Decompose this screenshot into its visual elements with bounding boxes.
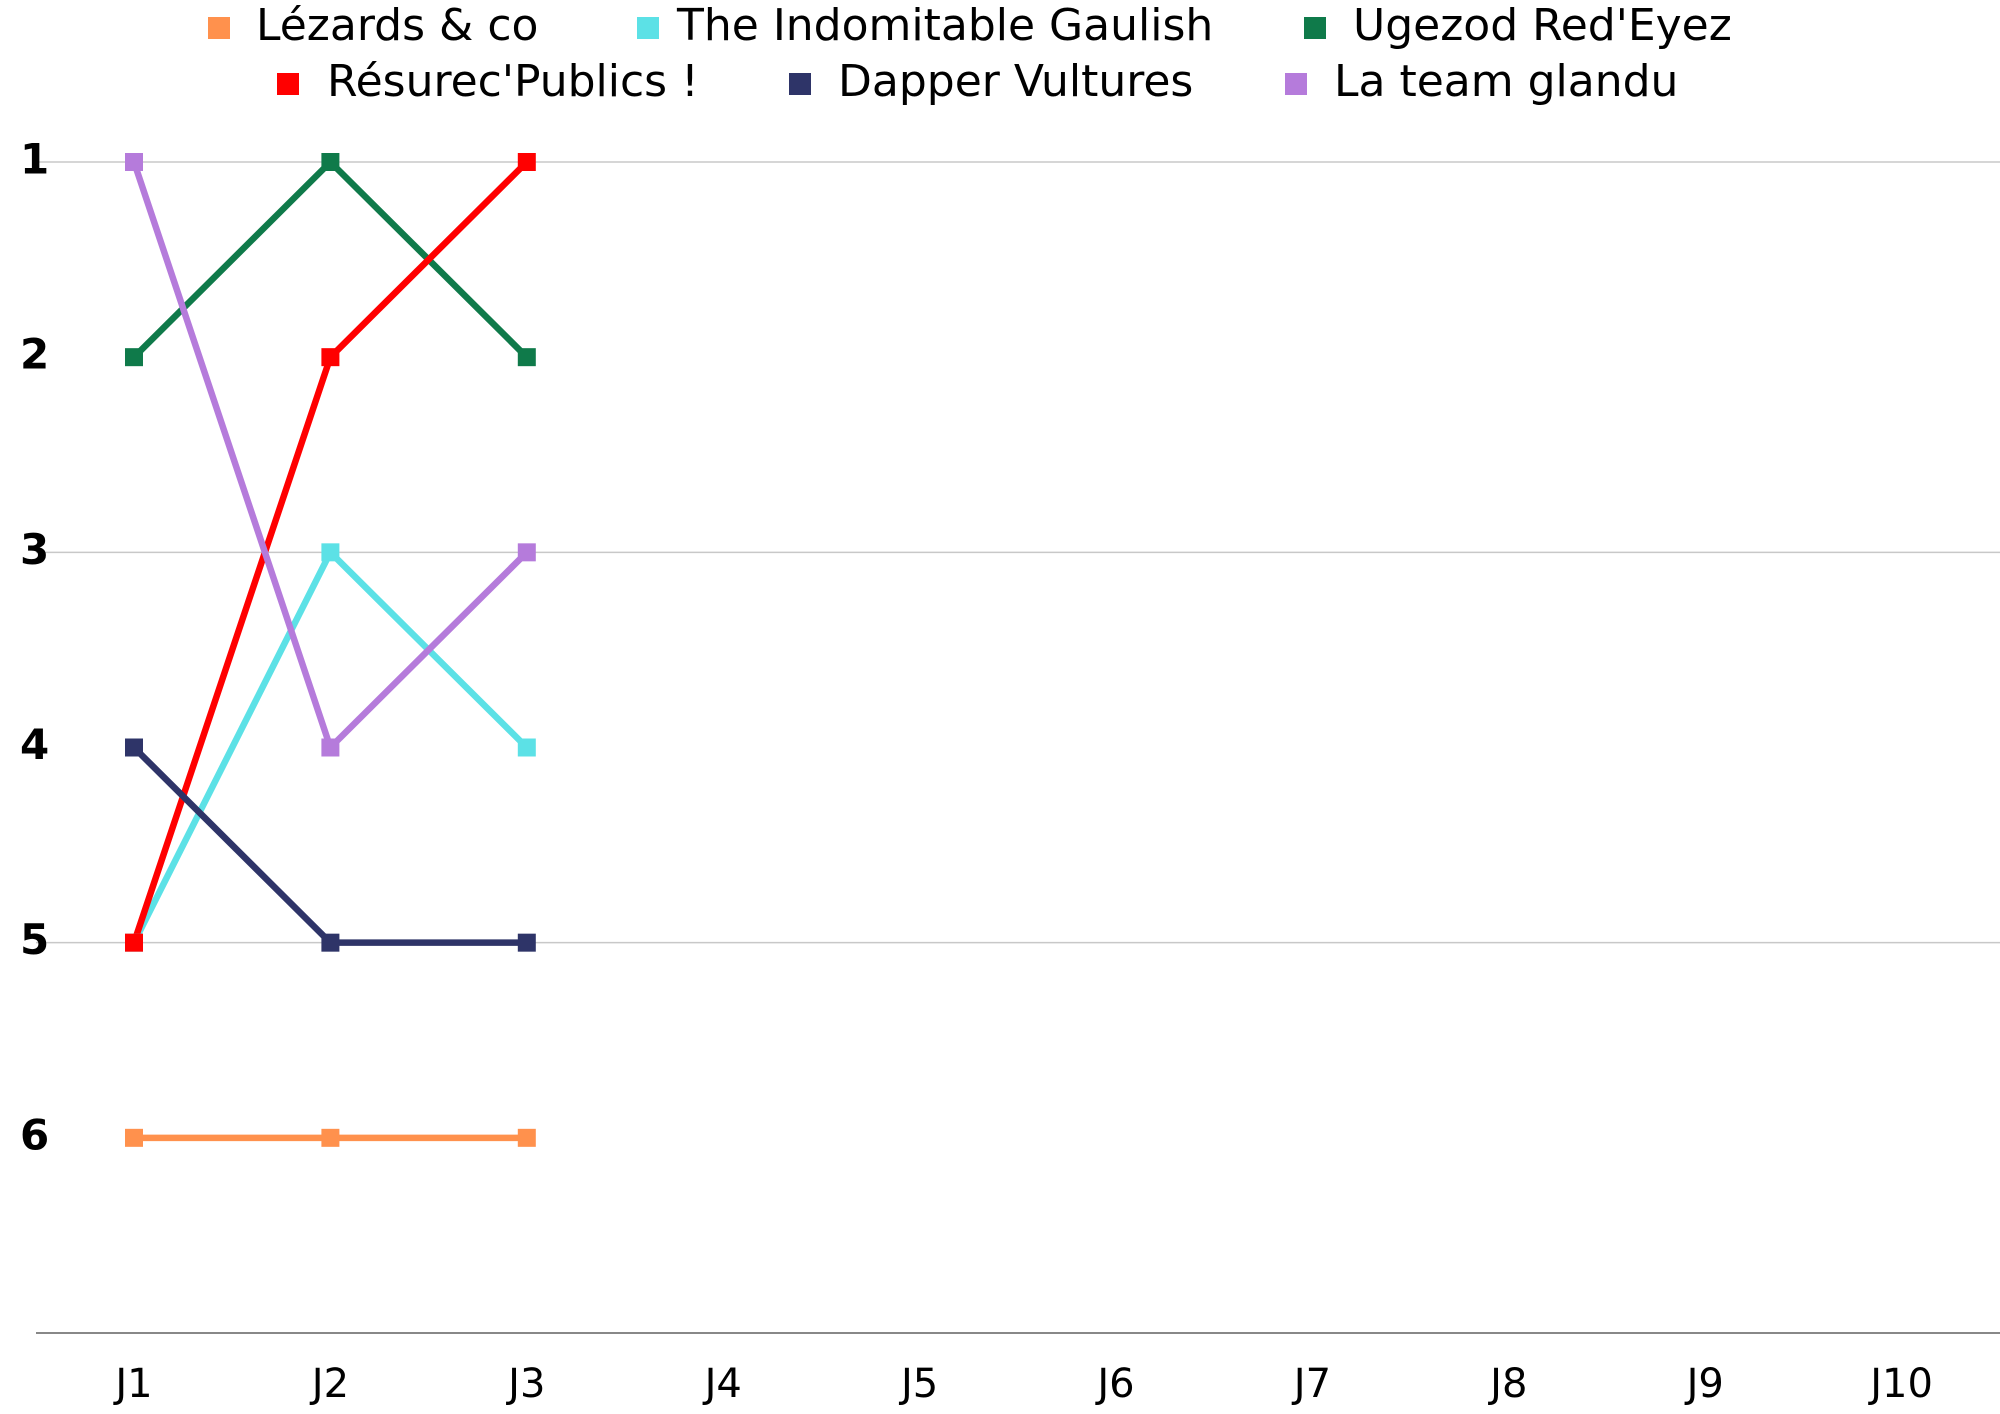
point-marker (125, 738, 143, 757)
legend-marker (789, 73, 811, 95)
point-marker (517, 738, 536, 757)
legend-label: La team glandu (1334, 56, 1678, 107)
y-tick-label: 6 (20, 1110, 49, 1159)
point-marker (321, 153, 340, 171)
point-marker (517, 933, 536, 952)
point-marker (125, 153, 143, 171)
x-tick-label: J8 (1487, 1361, 1527, 1407)
point-marker (125, 933, 143, 952)
y-tick-label: 2 (20, 330, 49, 379)
x-tick-label: J9 (1684, 1361, 1724, 1407)
point-marker (321, 933, 340, 952)
x-tick-label: J4 (702, 1361, 742, 1407)
x-tick-label: J3 (505, 1361, 545, 1407)
series-line (130, 160, 530, 751)
legend-label: Lézards & co (256, 0, 538, 51)
point-marker (517, 348, 536, 367)
legend-marker (637, 17, 659, 39)
point-marker (321, 348, 340, 367)
x-tick-label: J7 (1291, 1361, 1331, 1407)
legend-label: Résurec'Publics ! (327, 56, 699, 107)
legend-marker (1285, 73, 1307, 95)
legend-marker (208, 17, 230, 39)
y-tick-label: 3 (20, 525, 49, 574)
y-tick-label: 5 (20, 915, 49, 964)
x-tick-label: J6 (1094, 1361, 1134, 1407)
point-marker (321, 1128, 340, 1147)
y-tick-label: 4 (20, 720, 49, 769)
point-marker (517, 543, 536, 562)
legend-label: Ugezod Red'Eyez (1353, 0, 1732, 51)
legend-label: The Indomitable Gaulish (676, 0, 1213, 51)
point-marker (125, 348, 143, 367)
x-tick-label: J5 (898, 1361, 938, 1407)
legend-marker (277, 73, 299, 95)
x-tick-label: J1 (112, 1361, 152, 1407)
legend-label: Dapper Vultures (838, 56, 1193, 107)
point-marker (125, 1128, 143, 1147)
point-marker (517, 153, 536, 171)
point-marker (321, 738, 340, 757)
x-tick-label: J10 (1867, 1361, 1933, 1407)
legend-marker (1304, 17, 1326, 39)
y-tick-label: 1 (20, 135, 49, 184)
point-marker (517, 1128, 536, 1147)
point-marker (321, 543, 340, 562)
x-tick-label: J2 (309, 1361, 349, 1407)
